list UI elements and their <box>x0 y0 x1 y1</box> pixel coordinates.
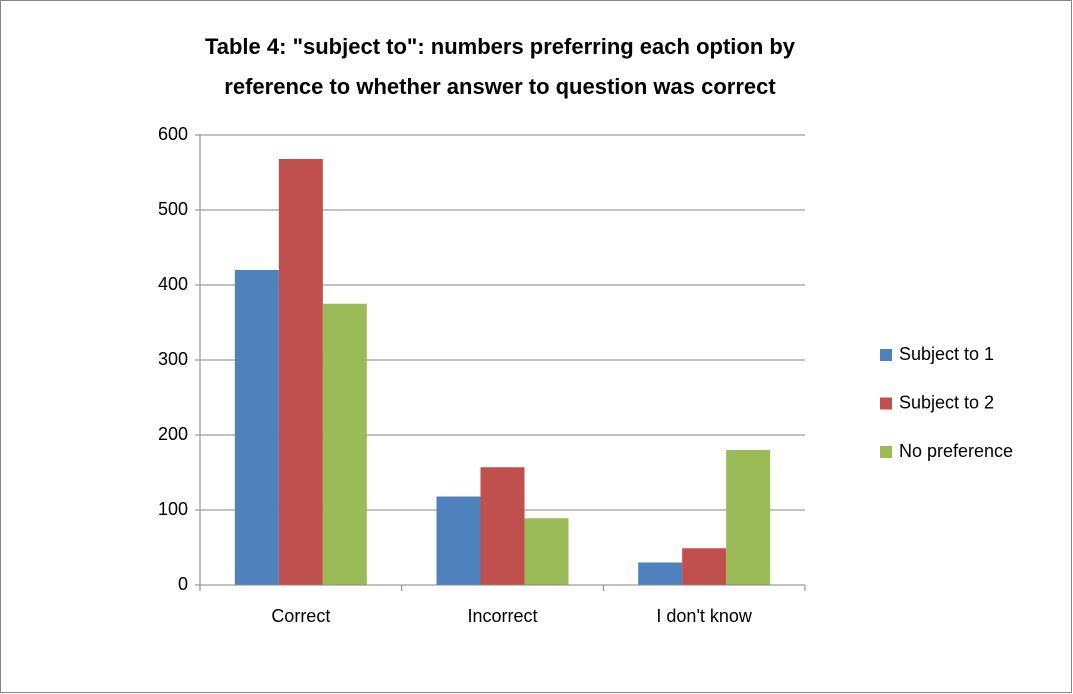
y-tick-label: 200 <box>158 424 188 444</box>
chart-title: Table 4: "subject to": numbers preferrin… <box>205 34 796 59</box>
bar <box>726 450 771 585</box>
bar <box>436 496 481 585</box>
y-tick-label: 100 <box>158 499 188 519</box>
y-tick-label: 600 <box>158 124 188 144</box>
legend-label: Subject to 2 <box>899 392 994 412</box>
legend-label: Subject to 1 <box>899 344 994 364</box>
bar <box>682 548 727 585</box>
bar <box>638 562 683 585</box>
x-tick-label: Correct <box>271 606 330 626</box>
chart-title: reference to whether answer to question … <box>224 74 776 99</box>
legend-swatch <box>880 446 892 458</box>
x-tick-label: Incorrect <box>467 606 537 626</box>
bar <box>234 270 279 585</box>
bar <box>322 303 367 585</box>
y-tick-label: 500 <box>158 199 188 219</box>
legend-swatch <box>880 397 892 410</box>
y-tick-label: 300 <box>158 349 188 369</box>
x-tick-label: I don't know <box>656 606 752 626</box>
y-tick-label: 0 <box>178 574 188 594</box>
legend-swatch <box>880 349 892 361</box>
bar <box>480 467 525 585</box>
bar <box>524 518 569 585</box>
y-tick-label: 400 <box>158 274 188 294</box>
legend-label: No preference <box>899 441 1013 461</box>
bar <box>278 159 323 585</box>
